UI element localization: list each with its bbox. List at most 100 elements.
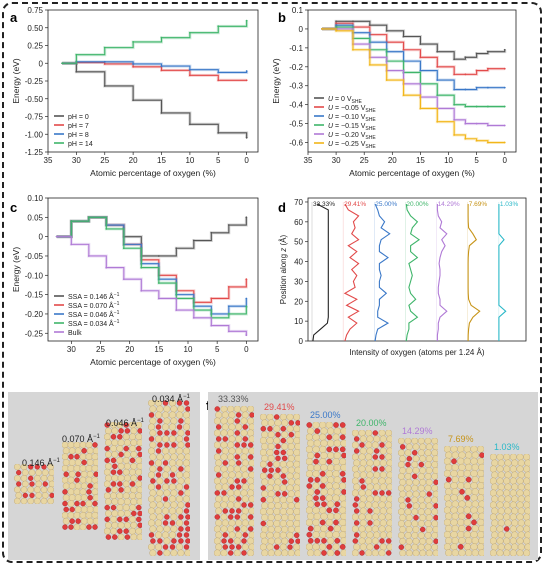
data-point bbox=[210, 297, 213, 300]
atom bbox=[47, 475, 55, 482]
atom bbox=[81, 448, 87, 454]
atom bbox=[235, 519, 243, 527]
atom bbox=[470, 543, 478, 551]
atom bbox=[373, 435, 381, 443]
atom bbox=[517, 459, 525, 467]
atom bbox=[470, 494, 478, 502]
data-point bbox=[503, 141, 506, 144]
atom bbox=[79, 523, 87, 531]
atom bbox=[177, 441, 185, 449]
atom bbox=[312, 531, 320, 539]
atom bbox=[74, 494, 82, 502]
atom bbox=[156, 477, 164, 485]
atom bbox=[516, 513, 524, 521]
atom bbox=[281, 549, 289, 557]
atom bbox=[149, 417, 157, 425]
data-point bbox=[464, 105, 467, 108]
atom bbox=[259, 472, 267, 480]
atom bbox=[248, 459, 256, 467]
atom bbox=[511, 519, 519, 527]
atom bbox=[477, 445, 485, 453]
atom bbox=[470, 530, 478, 539]
atom bbox=[397, 508, 405, 516]
atom bbox=[450, 445, 458, 453]
atom bbox=[281, 502, 289, 510]
atom bbox=[247, 489, 255, 497]
atom bbox=[148, 436, 155, 442]
atom bbox=[359, 507, 367, 515]
atom bbox=[358, 513, 366, 521]
atom bbox=[397, 449, 405, 457]
ssa-label-sup: −1 bbox=[93, 434, 100, 440]
atom bbox=[241, 502, 247, 508]
atom bbox=[307, 538, 314, 544]
data-point bbox=[453, 58, 456, 61]
atom bbox=[261, 467, 268, 473]
x-axis-label: Atomic percentage of oxygen (%) bbox=[90, 168, 216, 178]
atom bbox=[183, 459, 191, 467]
legend-text: SSA = 0.046 Å bbox=[68, 310, 114, 319]
atom bbox=[122, 433, 130, 441]
atom bbox=[129, 468, 136, 476]
profile-label-0: 33.33% bbox=[313, 201, 335, 208]
atom bbox=[169, 483, 177, 491]
data-point bbox=[402, 94, 405, 97]
atom bbox=[267, 513, 275, 521]
atom bbox=[67, 500, 75, 507]
atom bbox=[184, 477, 192, 485]
atom bbox=[353, 459, 361, 467]
atom bbox=[63, 506, 69, 513]
atom bbox=[399, 467, 407, 474]
atom bbox=[321, 550, 327, 556]
atom bbox=[214, 514, 220, 520]
atom bbox=[431, 461, 439, 468]
atom bbox=[273, 472, 281, 480]
atom bbox=[458, 475, 466, 484]
atom bbox=[215, 531, 223, 539]
atom bbox=[417, 484, 425, 492]
atom bbox=[215, 543, 223, 551]
atom bbox=[236, 412, 242, 418]
atom bbox=[157, 430, 163, 436]
atom bbox=[68, 482, 76, 490]
atom bbox=[261, 537, 269, 545]
atom bbox=[517, 471, 525, 479]
profile-line-0 bbox=[312, 203, 329, 342]
atom bbox=[443, 518, 451, 527]
atom bbox=[353, 436, 360, 442]
atom bbox=[260, 520, 266, 527]
atom bbox=[222, 508, 229, 514]
atom bbox=[215, 507, 223, 515]
atom bbox=[74, 453, 80, 460]
x-tick-label: 10 bbox=[184, 345, 193, 354]
atom bbox=[75, 471, 81, 477]
atom bbox=[176, 543, 184, 551]
atom bbox=[169, 544, 176, 550]
series-line-1 bbox=[62, 61, 247, 81]
atom bbox=[399, 478, 407, 486]
atom bbox=[385, 477, 393, 485]
atom bbox=[478, 549, 486, 557]
atom bbox=[287, 513, 295, 521]
atom bbox=[332, 543, 340, 551]
atom bbox=[307, 427, 315, 435]
atom bbox=[163, 501, 171, 509]
atom bbox=[273, 460, 281, 468]
atom bbox=[463, 482, 471, 490]
x-tick-label: 0 bbox=[503, 156, 508, 165]
atom bbox=[248, 531, 256, 539]
atom bbox=[29, 492, 35, 499]
atom bbox=[417, 496, 425, 504]
atom bbox=[161, 483, 169, 491]
atom bbox=[162, 520, 169, 526]
atom bbox=[149, 453, 157, 461]
atom bbox=[411, 496, 419, 504]
legend-sub: SHE bbox=[365, 126, 376, 132]
atom bbox=[307, 549, 315, 557]
atom bbox=[156, 405, 164, 413]
atom bbox=[68, 494, 76, 502]
atom bbox=[503, 465, 511, 473]
atom bbox=[111, 498, 119, 506]
atom bbox=[220, 513, 228, 521]
atom bbox=[161, 447, 169, 455]
